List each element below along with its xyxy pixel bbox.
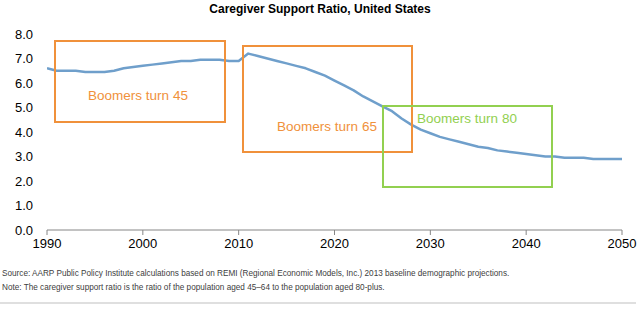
- y-tick-label: 0.0: [15, 223, 33, 238]
- x-tick: [430, 230, 431, 235]
- y-tick-label: 1.0: [15, 198, 33, 213]
- y-tick: [43, 107, 47, 108]
- y-tick-label: 2.0: [15, 174, 33, 189]
- x-tick: [526, 230, 527, 235]
- title: Caregiver Support Ratio, United States: [209, 2, 431, 16]
- y-tick-label: 5.0: [15, 100, 33, 115]
- annotation-text: Boomers turn 80: [417, 111, 517, 126]
- note: Note: The caregiver support ratio is the…: [2, 283, 385, 292]
- annotation-text: Boomers turn 45: [88, 88, 188, 103]
- annotation-text: Boomers turn 65: [277, 119, 377, 134]
- y-tick: [43, 230, 47, 231]
- y-tick: [43, 205, 47, 206]
- y-tick: [43, 83, 47, 84]
- x-tick-label: 2050: [608, 236, 637, 251]
- x-tick: [238, 230, 239, 235]
- chart: Caregiver Support Ratio, United States 0.…: [0, 0, 640, 311]
- y-tick: [43, 132, 47, 133]
- y-tick-label: 8.0: [15, 27, 33, 42]
- x-tick-label: 2020: [320, 236, 349, 251]
- y-tick-label: 3.0: [15, 149, 33, 164]
- annotation-box: [383, 106, 552, 187]
- x-tick: [142, 230, 143, 235]
- y-tick-label: 6.0: [15, 76, 33, 91]
- x-tick-label: 2030: [416, 236, 445, 251]
- source: Source: AARP Public Policy Institute cal…: [2, 269, 509, 278]
- y-tick-label: 4.0: [15, 125, 33, 140]
- annotation-box: [243, 46, 412, 152]
- x-tick-label: 2040: [512, 236, 541, 251]
- annotation-box: [55, 41, 225, 122]
- x-tick: [47, 230, 48, 235]
- y-tick: [43, 34, 47, 35]
- x-tick: [334, 230, 335, 235]
- y-tick-label: 7.0: [15, 51, 33, 66]
- x-tick-label: 1990: [33, 236, 62, 251]
- y-tick: [43, 181, 47, 182]
- x-tick-label: 2010: [224, 236, 253, 251]
- y-tick: [43, 58, 47, 59]
- x-tick: [622, 230, 623, 235]
- footer-rule: [0, 303, 636, 304]
- x-tick-label: 2000: [128, 236, 157, 251]
- y-tick: [43, 156, 47, 157]
